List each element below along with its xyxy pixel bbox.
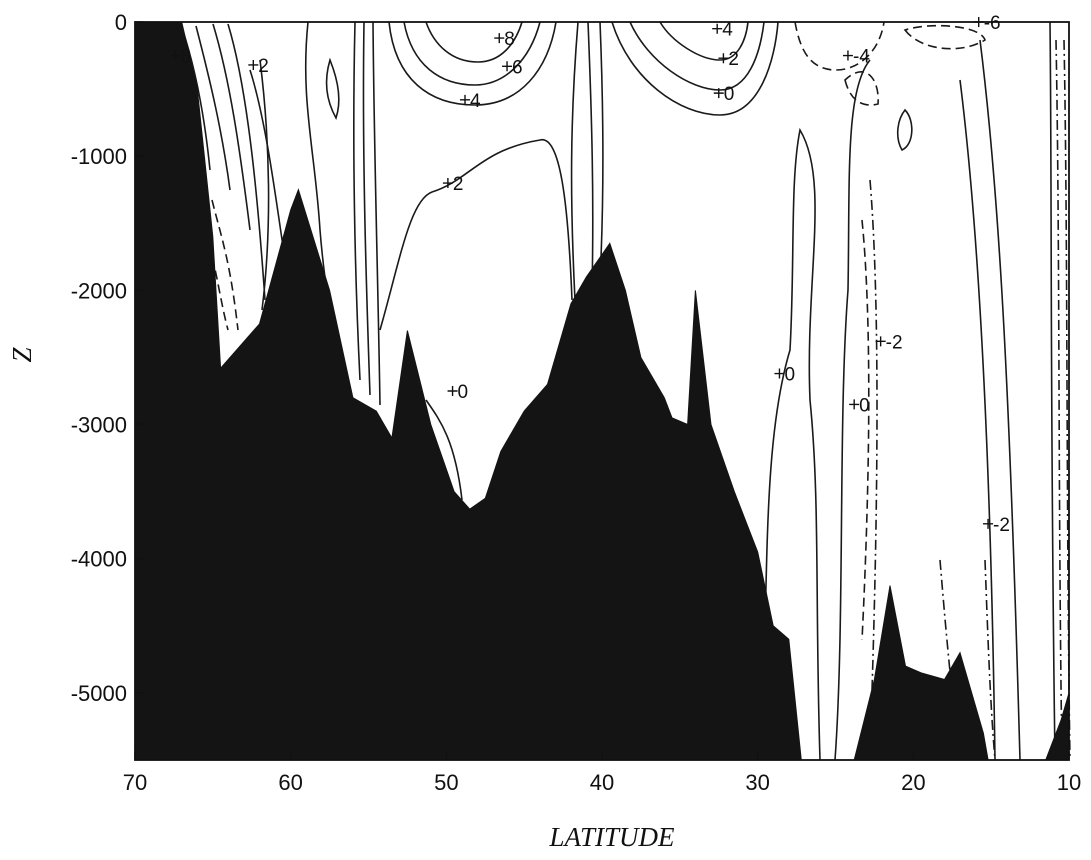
contour-label-marker	[447, 386, 458, 396]
contour-line	[388, 21, 557, 106]
contour-label: 4	[470, 91, 481, 112]
contour-label: 8	[504, 29, 515, 50]
contour-label: -2	[993, 515, 1010, 536]
contour-label: 8	[180, 47, 191, 68]
contour-lines	[181, 21, 1071, 761]
contour-line-negative	[844, 71, 879, 106]
contour-label: 6	[512, 57, 523, 78]
contour-line	[425, 21, 523, 63]
contour-label: 4	[722, 20, 733, 41]
contour-line	[362, 21, 371, 396]
contour-label-marker	[875, 336, 886, 347]
contour-line	[212, 23, 251, 231]
contour-label: 0	[724, 84, 735, 105]
contour-line	[759, 127, 821, 761]
contour-line	[379, 139, 573, 331]
contour-line	[403, 21, 541, 86]
contour-label-marker	[460, 94, 471, 105]
contour-label: 2	[728, 49, 739, 70]
contour-label-marker	[983, 518, 994, 529]
y-tick-label: -4000	[71, 547, 127, 572]
contour-line	[959, 79, 996, 761]
contour-line	[249, 69, 286, 261]
contour-line	[834, 59, 871, 761]
contour-label-marker	[502, 61, 513, 72]
x-tick-label: 50	[434, 770, 458, 795]
contour-line	[629, 21, 765, 91]
contour-label: 2	[453, 174, 464, 195]
contour-line	[587, 21, 594, 291]
x-tick-label: 30	[745, 770, 769, 795]
contour-line-negative	[861, 219, 870, 641]
contour-label: 0	[859, 395, 870, 416]
contour-label-marker	[442, 178, 453, 189]
contour-labels: 8 2 8 6 4 2 0 4 2 0 -6 -4 0 0 -2 -2	[170, 13, 1010, 536]
contour-line	[659, 21, 749, 61]
contour-label: 0	[784, 365, 795, 386]
contour-line-negative	[903, 24, 986, 50]
y-tick-label: -2000	[71, 278, 127, 303]
contour-line	[325, 57, 340, 120]
contour-line-negative	[1055, 39, 1063, 761]
y-axis-label: Z	[7, 347, 37, 363]
contour-line	[372, 21, 381, 406]
y-tick-label: -5000	[71, 681, 127, 706]
contour-line-negative	[794, 21, 885, 71]
contour-line	[599, 21, 604, 281]
y-tick-label: -3000	[71, 413, 127, 438]
contour-label-marker	[248, 59, 259, 70]
contour-label: -6	[984, 13, 1001, 34]
x-tick-label: 40	[590, 770, 614, 795]
contour-line	[570, 21, 579, 301]
contour-label-marker	[842, 50, 853, 61]
y-tick-label: -1000	[71, 144, 127, 169]
contour-label: 0	[458, 382, 469, 403]
contour-label: -2	[886, 332, 903, 353]
y-axis: 0 -1000 -2000 -3000 -4000 -5000	[71, 10, 143, 706]
y-tick-label: 0	[115, 10, 127, 35]
contour-line	[425, 399, 463, 501]
contour-line	[979, 39, 1021, 761]
contour-label: 2	[258, 56, 269, 77]
contour-line-negative	[204, 229, 229, 331]
contour-line	[611, 21, 779, 116]
contour-label-marker	[718, 53, 729, 64]
contour-line	[227, 23, 266, 301]
contour-label: -4	[853, 47, 870, 68]
contour-line-negative	[1063, 39, 1071, 761]
contour-label-marker	[713, 88, 724, 99]
x-tick-label: 60	[278, 770, 302, 795]
contour-line	[195, 25, 231, 191]
contour-label-marker	[494, 33, 505, 44]
contour-label-marker	[973, 17, 984, 27]
contour-label-marker	[170, 50, 181, 61]
contour-label-marker	[774, 368, 785, 379]
contour-label-marker	[712, 23, 723, 34]
x-tick-label: 20	[901, 770, 925, 795]
contour-line-negative	[939, 559, 961, 761]
contour-line	[353, 21, 361, 381]
x-axis-label: LATITUDE	[548, 822, 675, 852]
contour-line-negative	[869, 179, 878, 691]
x-tick-label: 70	[123, 770, 147, 795]
contour-line	[1049, 21, 1056, 761]
contour-line	[259, 59, 270, 311]
contour-line	[896, 108, 913, 152]
x-tick-label: 10	[1057, 770, 1081, 795]
x-axis: 70 60 50 40 30 20 10	[123, 752, 1081, 795]
contour-label-marker	[849, 399, 860, 410]
contour-line-negative	[984, 559, 996, 761]
